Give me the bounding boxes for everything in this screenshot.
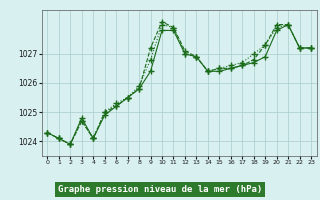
Text: Graphe pression niveau de la mer (hPa): Graphe pression niveau de la mer (hPa) [58, 185, 262, 194]
